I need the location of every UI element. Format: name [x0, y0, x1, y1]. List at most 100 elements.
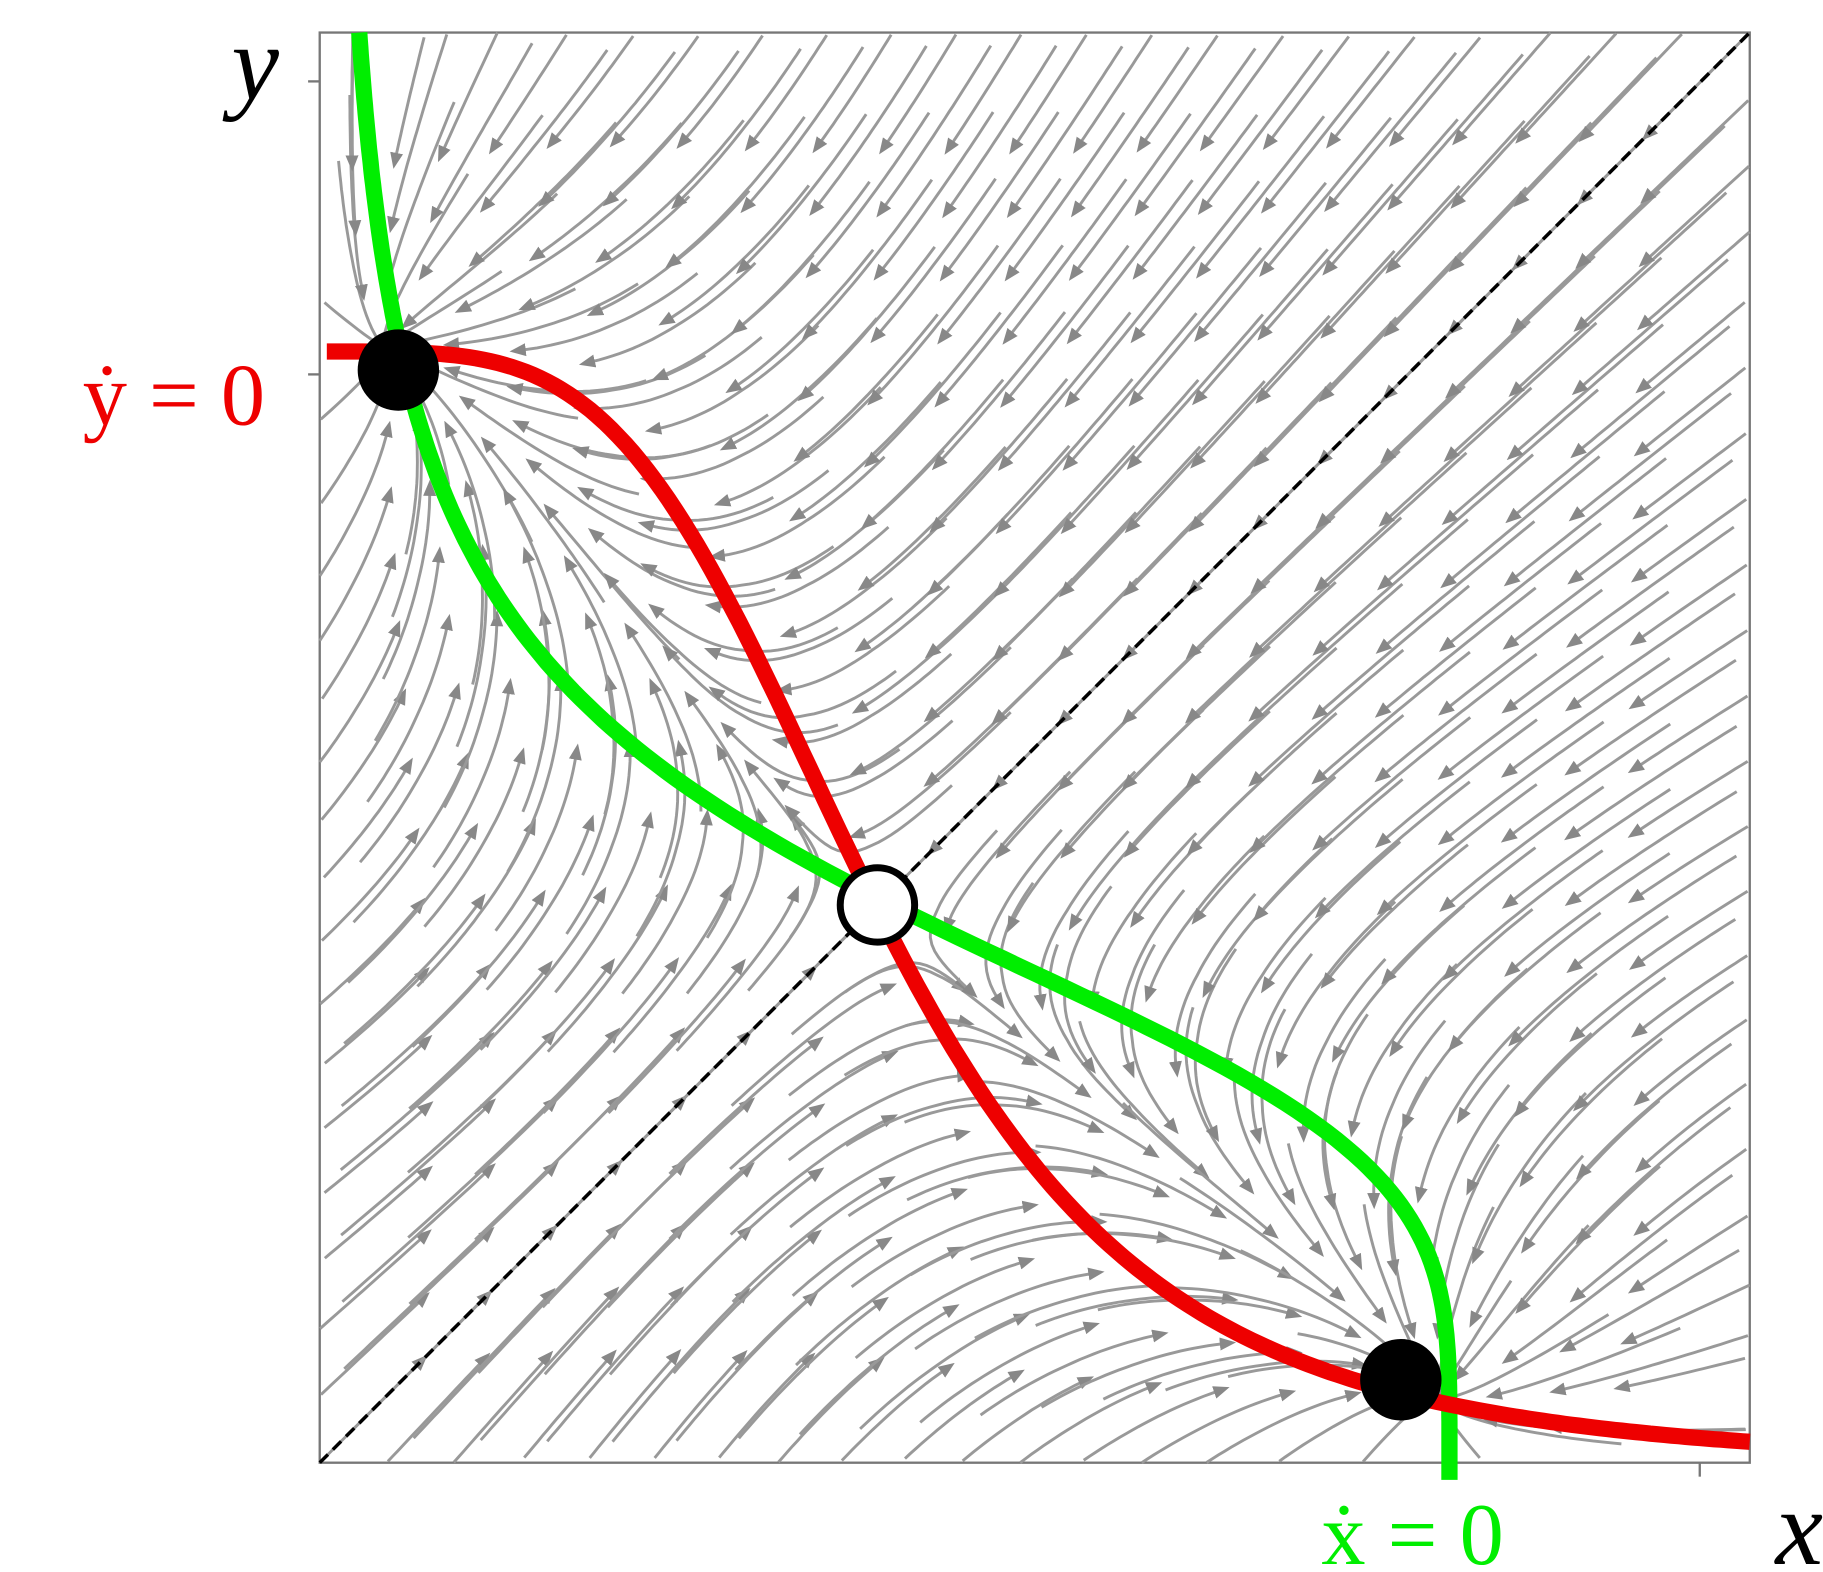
streamline: [1578, 33, 1683, 143]
streamline: [477, 1223, 622, 1374]
streamline: [737, 1296, 889, 1440]
streamline: [542, 957, 680, 1114]
streamline: [867, 244, 1000, 406]
streamline: [914, 1267, 1105, 1351]
streamline: [442, 609, 504, 809]
streamline: [1569, 1173, 1734, 1303]
streamline: [864, 311, 1002, 468]
streamline: [1381, 846, 1537, 985]
streamline: [1620, 1283, 1751, 1345]
streamline: [944, 33, 1023, 155]
streamline: [1501, 788, 1672, 909]
streamline: [676, 34, 764, 149]
streamline: [488, 34, 568, 155]
streamline: [1140, 1388, 1297, 1464]
streamline: [984, 828, 1063, 1010]
x-nullcline: [351, 32, 1458, 1480]
streamline: [801, 178, 934, 340]
streamline: [1068, 112, 1192, 281]
streamline: [390, 36, 426, 169]
streamline: [412, 1287, 556, 1440]
streamline: [606, 1162, 755, 1309]
streamline: [1508, 915, 1669, 1047]
streamline: [1629, 889, 1749, 970]
diagonal: [318, 31, 1751, 1464]
streamline: [1613, 1356, 1746, 1393]
streamline: [522, 546, 551, 751]
streamline: [939, 111, 1060, 282]
streamline: [1199, 35, 1285, 152]
streamline: [1070, 46, 1190, 218]
streamline: [1469, 1154, 1585, 1328]
streamline: [518, 195, 691, 311]
streamline: [1000, 244, 1130, 408]
streamline: [540, 1027, 686, 1178]
streamline: [671, 48, 802, 210]
streamline: [967, 1166, 1170, 1198]
streamline: [1635, 301, 1746, 394]
streamline: [454, 198, 628, 313]
streamline: [506, 674, 568, 873]
streamline: [771, 652, 953, 749]
streamline: [430, 42, 534, 224]
streamline: [442, 282, 639, 351]
streamline: [624, 622, 703, 812]
streamline: [318, 486, 394, 642]
fixed-point: [357, 329, 440, 411]
streamline: [1564, 658, 1737, 776]
streamline: [1312, 716, 1472, 851]
streamline: [1374, 652, 1538, 783]
streamline: [970, 1079, 1160, 1159]
streamline: [609, 35, 700, 148]
streamline: [1035, 1144, 1228, 1219]
streamline: [387, 33, 449, 234]
streamline: [797, 245, 936, 402]
streamline: [1564, 592, 1736, 712]
streamline: [997, 311, 1132, 472]
streamline: [639, 395, 825, 486]
streamline: [1196, 115, 1326, 279]
streamline: [1638, 165, 1750, 268]
streamline: [1500, 657, 1671, 778]
streamline: [1485, 1326, 1681, 1400]
streamline: [1193, 948, 1238, 1143]
streamline: [605, 1097, 756, 1242]
x-axis-label: x: [1774, 1470, 1823, 1572]
streamline: [870, 177, 997, 344]
streamline: [1573, 980, 1735, 1112]
streamline: [1082, 1386, 1230, 1462]
streamline: [523, 1349, 617, 1459]
streamline: [708, 455, 886, 562]
streamline: [475, 958, 616, 1113]
streamline: [494, 743, 582, 932]
streamline: [919, 1321, 1100, 1424]
streamline: [703, 597, 894, 663]
streamline: [1568, 392, 1732, 522]
streamline: [805, 111, 931, 279]
streamline: [1439, 522, 1602, 652]
streamline: [1448, 911, 1602, 1052]
streamline: [729, 1050, 899, 1170]
streamline: [408, 960, 553, 1110]
streamline: [1249, 952, 1314, 1145]
streamline: [318, 420, 393, 577]
streamline: [343, 1226, 495, 1370]
streamline: [322, 757, 413, 879]
streamline: [554, 811, 654, 994]
streamline: [1259, 116, 1392, 278]
streamline: [319, 897, 426, 1005]
streamline: [437, 32, 499, 163]
streamline: [934, 244, 1064, 408]
streamline: [1134, 47, 1257, 217]
streamline: [1502, 524, 1669, 650]
streamline: [1414, 1026, 1521, 1204]
streamline: [340, 1098, 497, 1237]
streamline: [1388, 36, 1482, 147]
streamline: [1559, 1249, 1740, 1353]
streamline: [1633, 1018, 1748, 1106]
streamline: [961, 1376, 1094, 1462]
streamline: [1260, 50, 1391, 214]
streamline: [734, 1236, 893, 1372]
streamline: [903, 1369, 1025, 1460]
